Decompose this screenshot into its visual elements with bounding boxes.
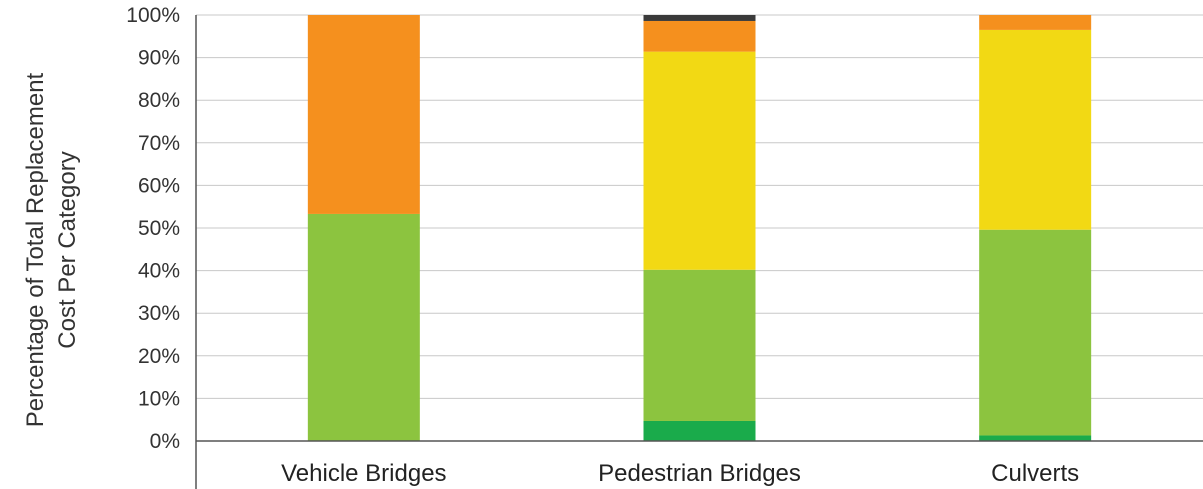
y-tick-label: 10% (138, 387, 180, 410)
bar-segment (979, 15, 1092, 30)
bar-segment (979, 229, 1092, 436)
bar-segment (307, 15, 420, 214)
y-tick-label: 80% (138, 89, 180, 112)
y-axis-label-line-1: Percentage of Total Replacement (22, 72, 49, 427)
bar-segment (307, 213, 420, 441)
y-tick-label: 20% (138, 345, 180, 368)
y-tick-label: 50% (138, 217, 180, 240)
x-tick-label: Pedestrian Bridges (598, 460, 801, 487)
bar-segment (643, 420, 756, 441)
y-tick-label: 40% (138, 260, 180, 283)
bar-segment (643, 20, 756, 52)
bar-segment (979, 435, 1092, 441)
x-tick-label: Culverts (991, 460, 1079, 487)
y-tick-label: 90% (138, 47, 180, 70)
y-tick-label: 0% (150, 430, 180, 453)
y-axis-label-line-2: Cost Per Category (54, 151, 81, 348)
x-tick-label: Vehicle Bridges (281, 460, 446, 487)
y-tick-label: 60% (138, 174, 180, 197)
bar-segment (643, 269, 756, 421)
y-tick-label: 70% (138, 132, 180, 155)
y-tick-label: 100% (126, 4, 180, 27)
x-tick-labels: Vehicle Bridges Pedestrian Bridges Culvert… (281, 460, 1079, 487)
bar-segment (979, 29, 1092, 230)
bar-segment (643, 15, 756, 21)
y-tick-label: 30% (138, 302, 180, 325)
axes (195, 15, 1203, 489)
bar-segment (643, 51, 756, 270)
bars (307, 15, 1092, 441)
y-tick-labels: 0% 10% 20% 30% 40% 50% 60% 70% 80% 90% 100% (126, 4, 180, 453)
